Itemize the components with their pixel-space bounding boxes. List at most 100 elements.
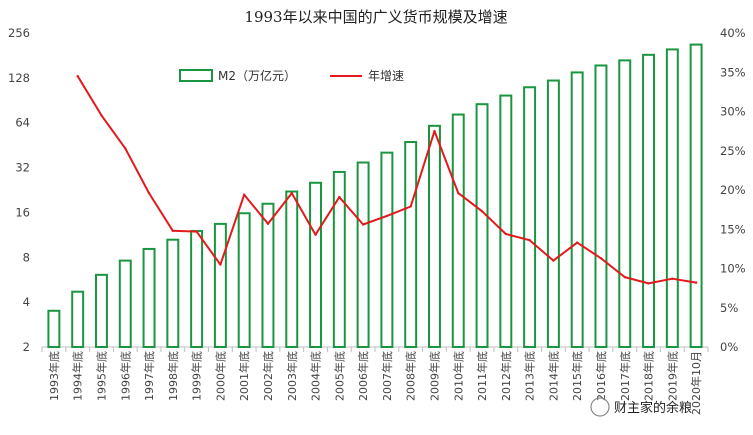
line-point [361, 223, 365, 226]
line-point [242, 193, 246, 196]
wechat-icon [590, 397, 610, 417]
line-point [219, 263, 222, 266]
bar [404, 141, 418, 348]
x-tick-label: 2019年底 [665, 351, 679, 401]
x-tick-label: 1993年底 [47, 351, 61, 401]
legend: M2（万亿元） 年增速 [179, 68, 404, 83]
x-tick-label: 2000年底 [213, 351, 227, 401]
bar [285, 190, 299, 348]
line-point [100, 114, 103, 117]
legend-label-m2: M2（万亿元） [218, 68, 296, 83]
x-tick-label: 2005年底 [332, 351, 346, 401]
legend-swatch-m2 [179, 69, 213, 82]
x-tick-label: 2011年底 [475, 351, 489, 401]
y-left-tick-label: 4 [23, 295, 30, 309]
line-point [171, 229, 175, 233]
bar [570, 71, 584, 348]
bar [332, 170, 346, 348]
line-point [623, 275, 626, 279]
bar [546, 79, 560, 349]
bar [47, 309, 61, 348]
y-left-tick-label: 64 [15, 116, 30, 130]
bar [689, 43, 703, 349]
x-tick-label: 2004年底 [309, 351, 323, 401]
bar [475, 103, 489, 348]
bar [618, 59, 632, 348]
bar [118, 259, 132, 348]
x-tick-label: 2002年底 [261, 351, 275, 401]
x-tick-label: 2010年底 [451, 351, 465, 401]
bar [380, 151, 394, 348]
x-tick-label: 1994年底 [71, 351, 85, 401]
line-point [124, 147, 127, 150]
x-tick-label: 1996年底 [118, 351, 132, 401]
y-right-tick-label: 30% [720, 105, 746, 119]
y-left-tick-label: 32 [15, 161, 30, 175]
line-point [290, 191, 293, 195]
y-right-tick-label: 15% [720, 222, 746, 236]
line-point [266, 222, 270, 225]
x-tick-label: 1995年底 [94, 351, 108, 401]
x-tick-label: 2001年底 [237, 351, 251, 401]
x-tick-label: 2018年底 [642, 351, 656, 401]
line-point [195, 230, 198, 233]
plot-area: 2 4 8 16 32 64 128 256 0% 5% 10% 15% 20% 25% 30% 35% 40%… [8, 26, 746, 415]
x-tick-label: 2017年底 [618, 351, 632, 401]
x-tick-label: 2016年底 [594, 351, 608, 401]
x-tick-label: 2014年底 [546, 351, 560, 401]
line-point [338, 195, 341, 199]
y-left-tick-label: 8 [23, 250, 30, 264]
bar [642, 53, 656, 348]
x-tick-label: 2013年底 [523, 351, 537, 401]
bar [213, 222, 227, 348]
x-tick-label: 2009年底 [427, 351, 441, 401]
line-point [647, 282, 650, 285]
x-tick-label: 2003年底 [285, 351, 299, 401]
bar [190, 230, 204, 349]
watermark-text: 财主家的余粮 [614, 400, 692, 416]
line-point [694, 281, 698, 284]
x-tick-label: 2007年底 [380, 351, 394, 401]
bar [451, 113, 465, 349]
bar [499, 94, 513, 348]
bar [71, 290, 85, 348]
y-left-tick-label: 16 [15, 205, 30, 219]
line-point [314, 233, 317, 236]
y-right-tick-label: 20% [720, 183, 746, 197]
x-tick-label: 1999年底 [190, 351, 204, 401]
line-point [599, 257, 603, 260]
line-point [671, 277, 674, 280]
line-point [457, 191, 460, 195]
watermark: 财主家的余粮 [590, 397, 692, 417]
bar [427, 124, 441, 348]
legend-label-growth: 年增速 [368, 69, 404, 83]
x-tick-label: 2008年底 [404, 351, 418, 401]
y-right-tick-label: 10% [720, 262, 746, 276]
line-point [76, 74, 79, 78]
line-point [480, 209, 484, 213]
bar [356, 161, 370, 348]
line-point [528, 239, 531, 242]
y-right-tick-label: 35% [720, 65, 746, 79]
y-right-tick-label: 40% [720, 26, 746, 40]
line-point [504, 232, 508, 236]
bar [309, 181, 323, 348]
bar [237, 212, 251, 348]
x-tick-label: 2006年底 [356, 351, 370, 401]
bar [94, 273, 108, 348]
x-tick-label: 1997年底 [142, 351, 156, 401]
y-right-tick-label: 0% [720, 340, 738, 354]
x-tick-label: 2012年底 [499, 351, 513, 401]
bar [523, 86, 537, 348]
y-right-tick-label: 5% [720, 301, 738, 315]
x-tick-label: 1998年底 [166, 351, 180, 401]
line-point [409, 205, 412, 208]
line-point [575, 241, 579, 244]
bar [594, 64, 608, 349]
y-right-tick-label: 25% [720, 144, 746, 158]
bar [166, 238, 180, 348]
bar [665, 48, 679, 348]
bar [261, 202, 275, 348]
chart-title: 1993年以来中国的广义货币规模及增速 [244, 8, 507, 26]
